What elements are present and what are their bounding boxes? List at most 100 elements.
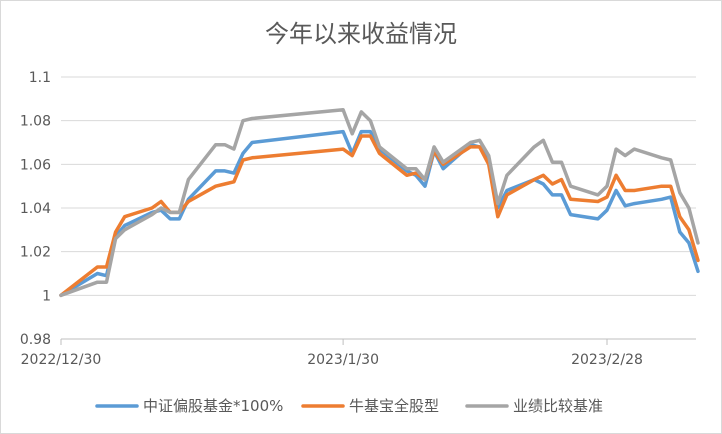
data-point	[533, 178, 536, 181]
data-point	[615, 148, 618, 151]
data-point	[560, 161, 563, 164]
data-point	[633, 189, 636, 192]
data-point	[214, 169, 217, 172]
legend-label-1: 中证偏股基金*100%	[143, 397, 283, 415]
data-point	[123, 224, 126, 227]
data-point	[232, 180, 235, 183]
data-point	[360, 110, 363, 113]
data-point	[123, 228, 126, 231]
data-point	[241, 119, 244, 122]
data-point	[678, 215, 681, 218]
data-point	[241, 158, 244, 161]
data-point	[241, 152, 244, 155]
x-axis: 2022/12/30 2023/1/30 2023/2/28	[21, 338, 696, 368]
data-point	[487, 154, 490, 157]
data-point	[596, 217, 599, 220]
data-point	[660, 156, 663, 159]
data-point	[469, 141, 472, 144]
data-point	[505, 189, 508, 192]
data-point	[342, 130, 345, 133]
data-point	[223, 182, 226, 185]
data-point	[59, 294, 62, 297]
data-point	[624, 204, 627, 207]
y-tick-label: 1.08	[20, 114, 51, 130]
data-point	[605, 185, 608, 188]
data-point	[624, 154, 627, 157]
data-point	[696, 259, 699, 262]
data-point	[150, 213, 153, 216]
data-point	[569, 185, 572, 188]
data-point	[214, 185, 217, 188]
data-point	[169, 211, 172, 214]
data-point	[596, 193, 599, 196]
data-point	[605, 209, 608, 212]
data-point	[469, 145, 472, 148]
series-line-3	[59, 108, 700, 298]
y-axis-ticks: 0.98 1 1.02 1.04 1.06 1.08 1.1	[20, 70, 51, 348]
data-point	[96, 272, 99, 275]
data-point	[187, 200, 190, 203]
data-point	[178, 211, 181, 214]
x-tick-label: 2023/2/28	[571, 352, 643, 368]
data-point	[160, 206, 163, 209]
data-point	[551, 193, 554, 196]
data-point	[542, 174, 545, 177]
data-point	[551, 161, 554, 164]
data-point	[96, 265, 99, 268]
data-point	[687, 241, 690, 244]
data-point	[369, 134, 372, 137]
series-points-3	[59, 108, 699, 297]
data-point	[342, 148, 345, 151]
data-point	[96, 281, 99, 284]
data-point	[405, 174, 408, 177]
data-point	[369, 130, 372, 133]
data-point	[542, 182, 545, 185]
data-point	[551, 182, 554, 185]
data-point	[123, 215, 126, 218]
data-point	[696, 241, 699, 244]
data-point	[150, 206, 153, 209]
x-tick-label: 2022/12/30	[21, 352, 102, 368]
y-tick-label: 1	[42, 288, 51, 304]
data-point	[533, 145, 536, 148]
data-point	[178, 217, 181, 220]
data-point	[105, 281, 108, 284]
chart-title: 今年以来收益情况	[265, 20, 457, 48]
data-point	[114, 230, 117, 233]
grid	[61, 76, 696, 340]
data-point	[660, 185, 663, 188]
data-point	[669, 185, 672, 188]
data-point	[351, 132, 354, 135]
data-point	[442, 161, 445, 164]
data-point	[569, 198, 572, 201]
data-point	[596, 200, 599, 203]
data-point	[232, 148, 235, 151]
data-point	[505, 174, 508, 177]
data-point	[615, 174, 618, 177]
data-point	[633, 202, 636, 205]
data-point	[560, 193, 563, 196]
data-point	[696, 270, 699, 273]
data-point	[187, 178, 190, 181]
data-point	[560, 178, 563, 181]
data-point	[660, 198, 663, 201]
data-point	[232, 172, 235, 175]
y-tick-label: 0.98	[20, 332, 51, 348]
x-tick-label: 2023/1/30	[307, 352, 379, 368]
data-point	[369, 119, 372, 122]
data-point	[223, 169, 226, 172]
data-point	[160, 200, 163, 203]
legend-label-3: 业绩比较基准	[513, 397, 603, 415]
y-tick-label: 1.04	[20, 201, 51, 217]
data-point	[615, 189, 618, 192]
data-point	[351, 154, 354, 157]
data-point	[223, 143, 226, 146]
data-point	[360, 130, 363, 133]
data-point	[251, 156, 254, 159]
legend: 中证偏股基金*100% 牛基宝全股型 业绩比较基准	[95, 397, 603, 415]
data-point	[478, 145, 481, 148]
data-point	[678, 191, 681, 194]
data-point	[405, 167, 408, 170]
y-tick-label: 1.02	[20, 245, 51, 261]
data-point	[678, 230, 681, 233]
